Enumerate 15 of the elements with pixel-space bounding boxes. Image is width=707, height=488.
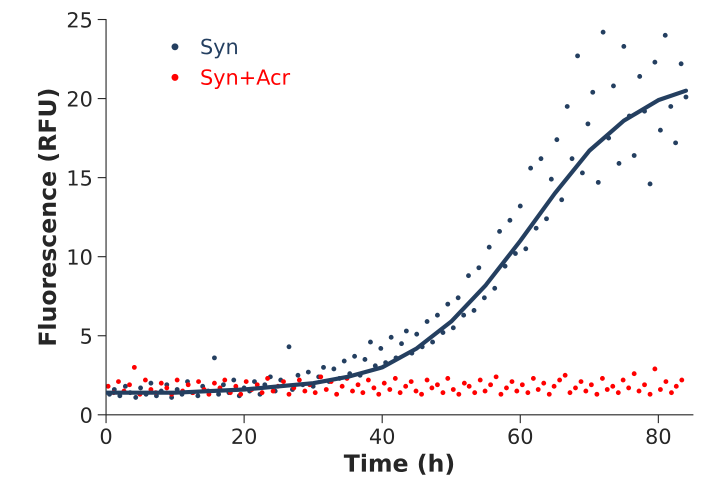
- y-tick-label: 0: [80, 407, 92, 424]
- x-tick-label: 20: [232, 428, 256, 444]
- legend-label: Syn: [201, 38, 237, 58]
- x-tick-label: 40: [370, 428, 394, 444]
- y-axis-title: Fluorescence (RFU): [38, 90, 59, 345]
- x-axis-title: Time (h): [344, 454, 454, 475]
- y-tick-label: 5: [81, 328, 92, 344]
- y-tick-label: 15: [68, 170, 92, 186]
- y-tick-label: 20: [68, 91, 92, 107]
- y-tick-label: 10: [68, 249, 92, 265]
- x-tick-label: 80: [646, 428, 670, 444]
- legend-label: Syn+Acr: [201, 69, 290, 90]
- x-tick-label: 60: [508, 428, 532, 444]
- x-tick-label: 0: [100, 428, 112, 444]
- y-tick-label: 25: [68, 12, 92, 28]
